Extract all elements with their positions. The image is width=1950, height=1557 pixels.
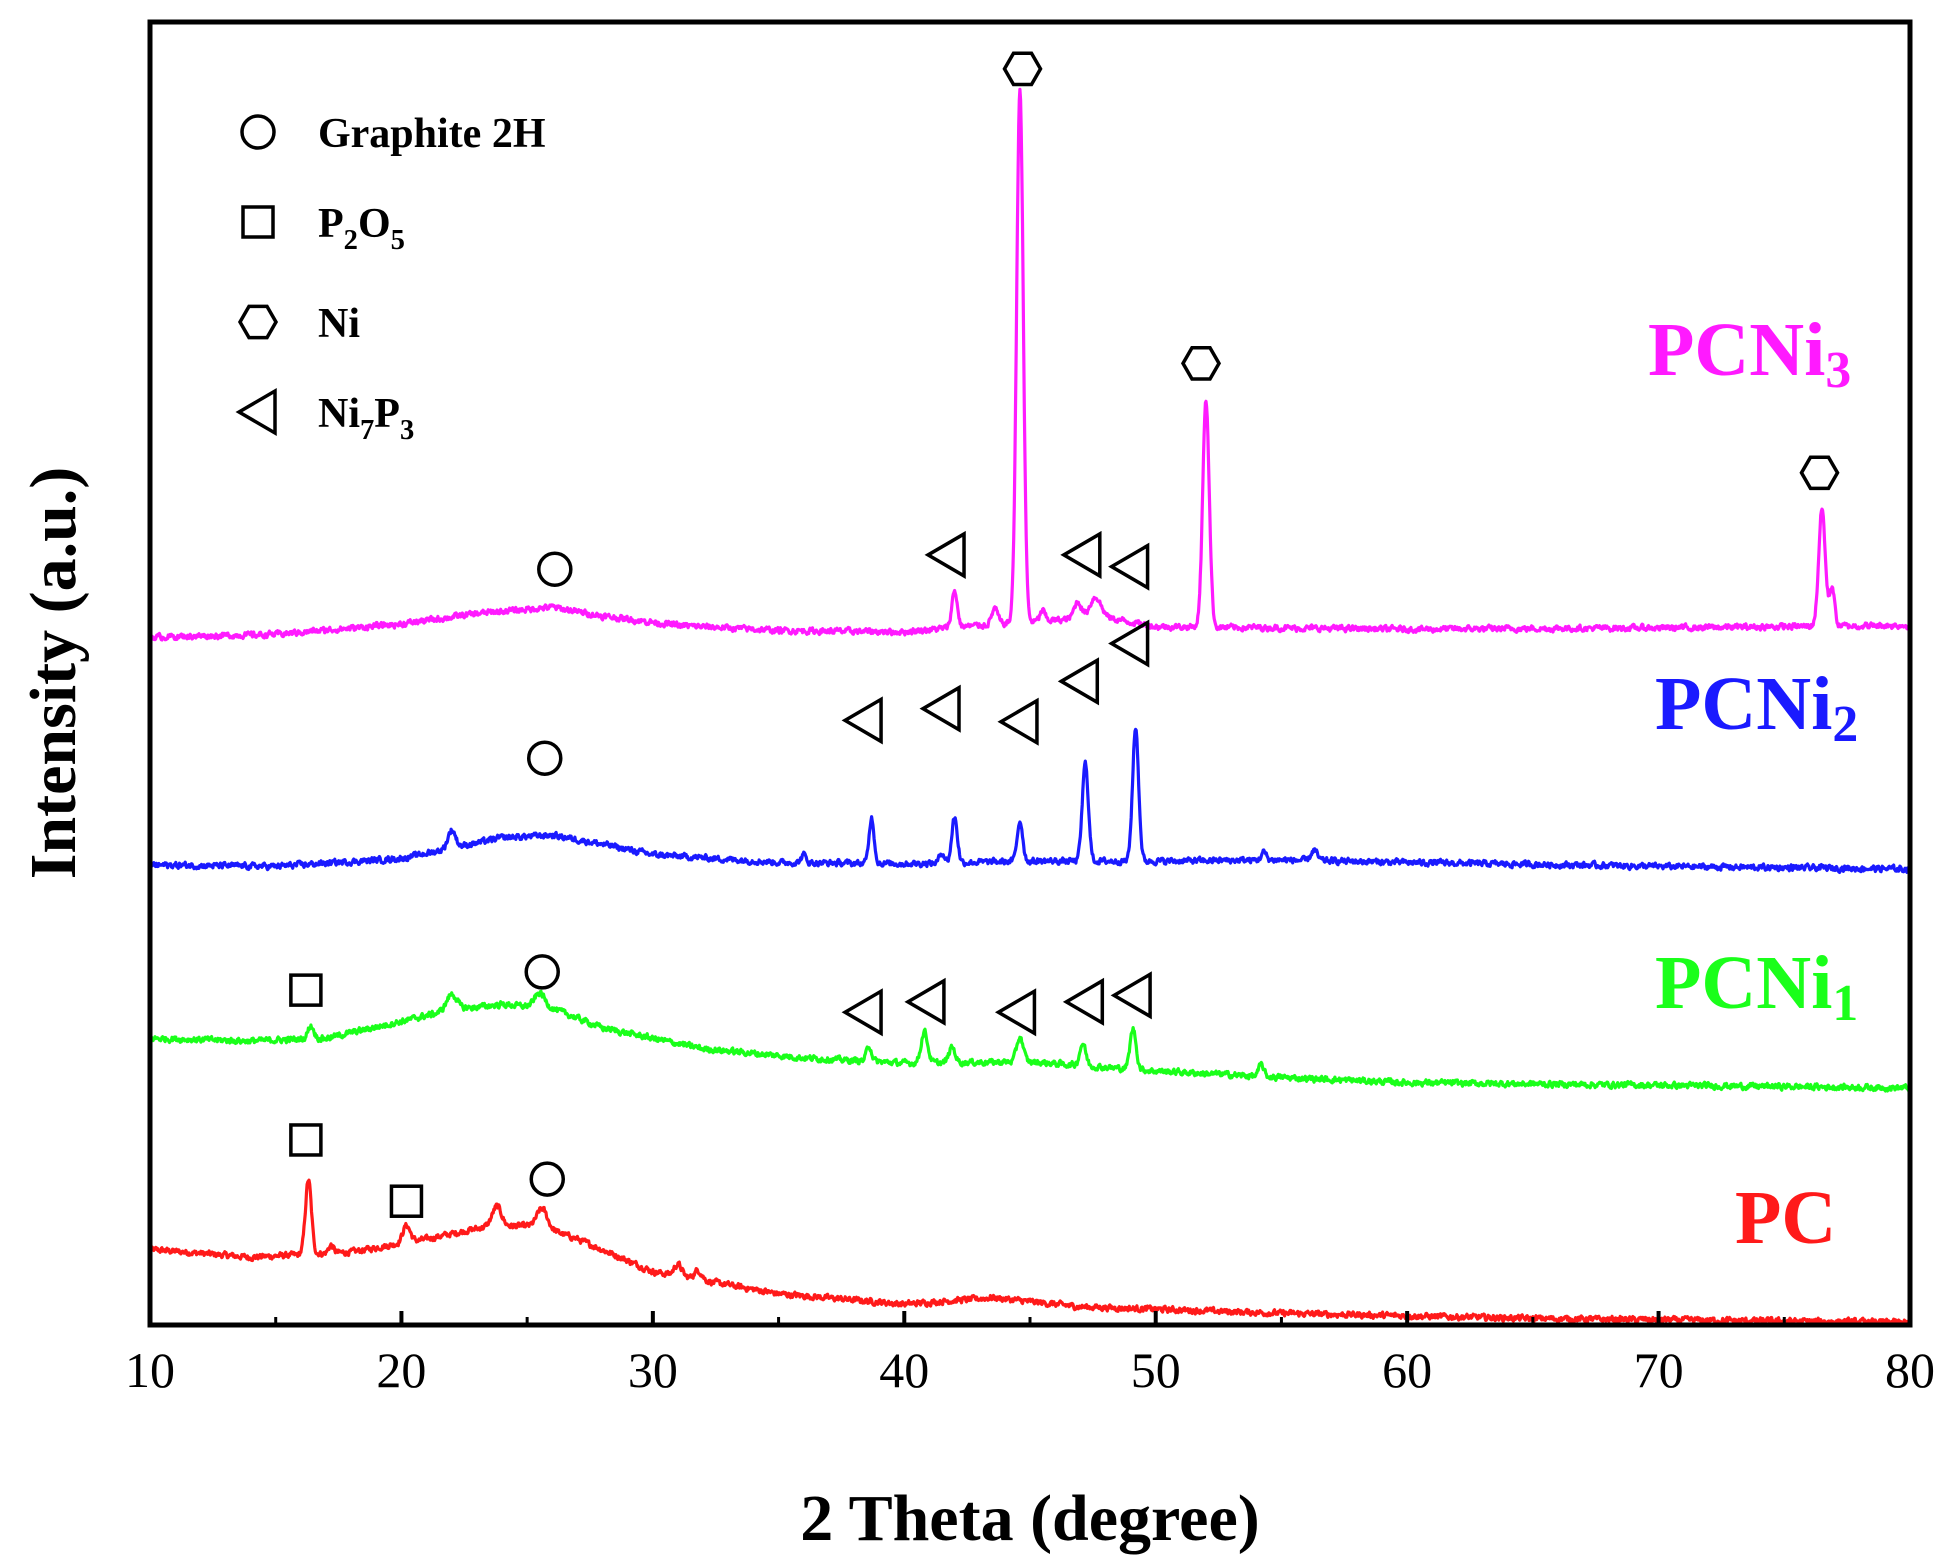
x-tick-label: 80 bbox=[1885, 1342, 1935, 1398]
x-tick-label: 10 bbox=[125, 1342, 175, 1398]
legend-label: Ni bbox=[318, 301, 360, 347]
triangle-marker bbox=[1062, 977, 1105, 1026]
triangle-marker bbox=[924, 530, 966, 579]
legend-label: Ni7P3 bbox=[318, 391, 414, 446]
triangle-marker bbox=[994, 988, 1037, 1037]
series-line-pcni2 bbox=[148, 727, 1912, 874]
triangle-marker bbox=[919, 684, 961, 733]
x-tick-label: 60 bbox=[1382, 1342, 1432, 1398]
circle-marker bbox=[537, 551, 573, 588]
hexagon-marker bbox=[1180, 346, 1222, 381]
circle-marker bbox=[529, 1161, 566, 1197]
label-part: PCNi bbox=[1655, 662, 1832, 746]
x-tick-label: 70 bbox=[1634, 1342, 1684, 1398]
legend-entry: Ni bbox=[237, 301, 360, 347]
subscript: 3 bbox=[400, 415, 414, 446]
triangle-legend-icon bbox=[235, 387, 277, 437]
triangle-marker bbox=[997, 697, 1039, 746]
hexagon-marker bbox=[1799, 455, 1840, 491]
series-label-pcni2: PCNi2 bbox=[1655, 662, 1858, 753]
x-axis: 10 20 30 40 50 60 70 80 bbox=[125, 1311, 1935, 1398]
triangle-marker bbox=[841, 696, 883, 745]
label-part: Ni bbox=[318, 391, 360, 437]
triangle-marker bbox=[1060, 530, 1102, 579]
label-part: O bbox=[358, 201, 391, 247]
hexagon-legend-icon bbox=[237, 304, 279, 340]
series-layer bbox=[148, 87, 1912, 1327]
x-axis-title: 2 Theta (degree) bbox=[800, 1482, 1259, 1555]
subscript: 2 bbox=[1832, 696, 1858, 753]
x-tick-label: 50 bbox=[1131, 1342, 1181, 1398]
series-label-pcni3: PCNi3 bbox=[1648, 308, 1851, 399]
triangle-marker bbox=[904, 977, 946, 1026]
label-part: P bbox=[318, 201, 344, 247]
label-part: P bbox=[374, 391, 400, 437]
x-tick-label: 40 bbox=[879, 1342, 929, 1398]
x-tick-label: 30 bbox=[628, 1342, 678, 1398]
label-part: PCNi bbox=[1655, 941, 1832, 1025]
subscript: 5 bbox=[391, 225, 405, 256]
y-axis-title: Intensity (a.u.) bbox=[17, 467, 90, 880]
subscript: 2 bbox=[344, 225, 358, 256]
subscript: 1 bbox=[1832, 975, 1858, 1032]
series-line-pcni1 bbox=[148, 989, 1912, 1093]
series-line-pc bbox=[148, 1178, 1912, 1327]
square-legend-icon bbox=[241, 205, 275, 239]
circle-legend-icon bbox=[240, 114, 276, 150]
legend-entry: Ni7P3 bbox=[235, 387, 414, 446]
subscript: 7 bbox=[360, 415, 374, 446]
triangle-marker bbox=[1108, 619, 1150, 668]
triangle-marker bbox=[1057, 657, 1100, 706]
label-part: Graphite 2H bbox=[318, 111, 546, 157]
circle-marker bbox=[526, 740, 563, 776]
label-part: PC bbox=[1735, 1176, 1836, 1260]
legend-label: P2O5 bbox=[318, 201, 405, 256]
triangle-marker bbox=[1108, 542, 1150, 591]
square-marker bbox=[289, 1123, 323, 1157]
label-part: Ni bbox=[318, 301, 360, 347]
plot-frame bbox=[147, 19, 1913, 1328]
triangle-marker bbox=[841, 988, 883, 1037]
x-tick-label: 20 bbox=[376, 1342, 426, 1398]
hexagon-marker bbox=[1002, 51, 1043, 87]
square-marker bbox=[389, 1184, 424, 1218]
subscript: 3 bbox=[1825, 342, 1851, 399]
label-part: PCNi bbox=[1648, 308, 1825, 392]
series-line-pcni3 bbox=[148, 87, 1912, 642]
legend-entry: P2O5 bbox=[241, 201, 405, 256]
circle-marker bbox=[524, 954, 560, 990]
legend-entry: Graphite 2H bbox=[240, 111, 546, 157]
series-label-pcni1: PCNi1 bbox=[1655, 941, 1858, 1032]
triangle-marker bbox=[1110, 971, 1152, 1020]
marker-layer bbox=[289, 51, 1840, 1218]
square-marker bbox=[289, 973, 323, 1007]
legend-label: Graphite 2H bbox=[318, 111, 546, 157]
series-label-pc: PC bbox=[1735, 1176, 1836, 1260]
